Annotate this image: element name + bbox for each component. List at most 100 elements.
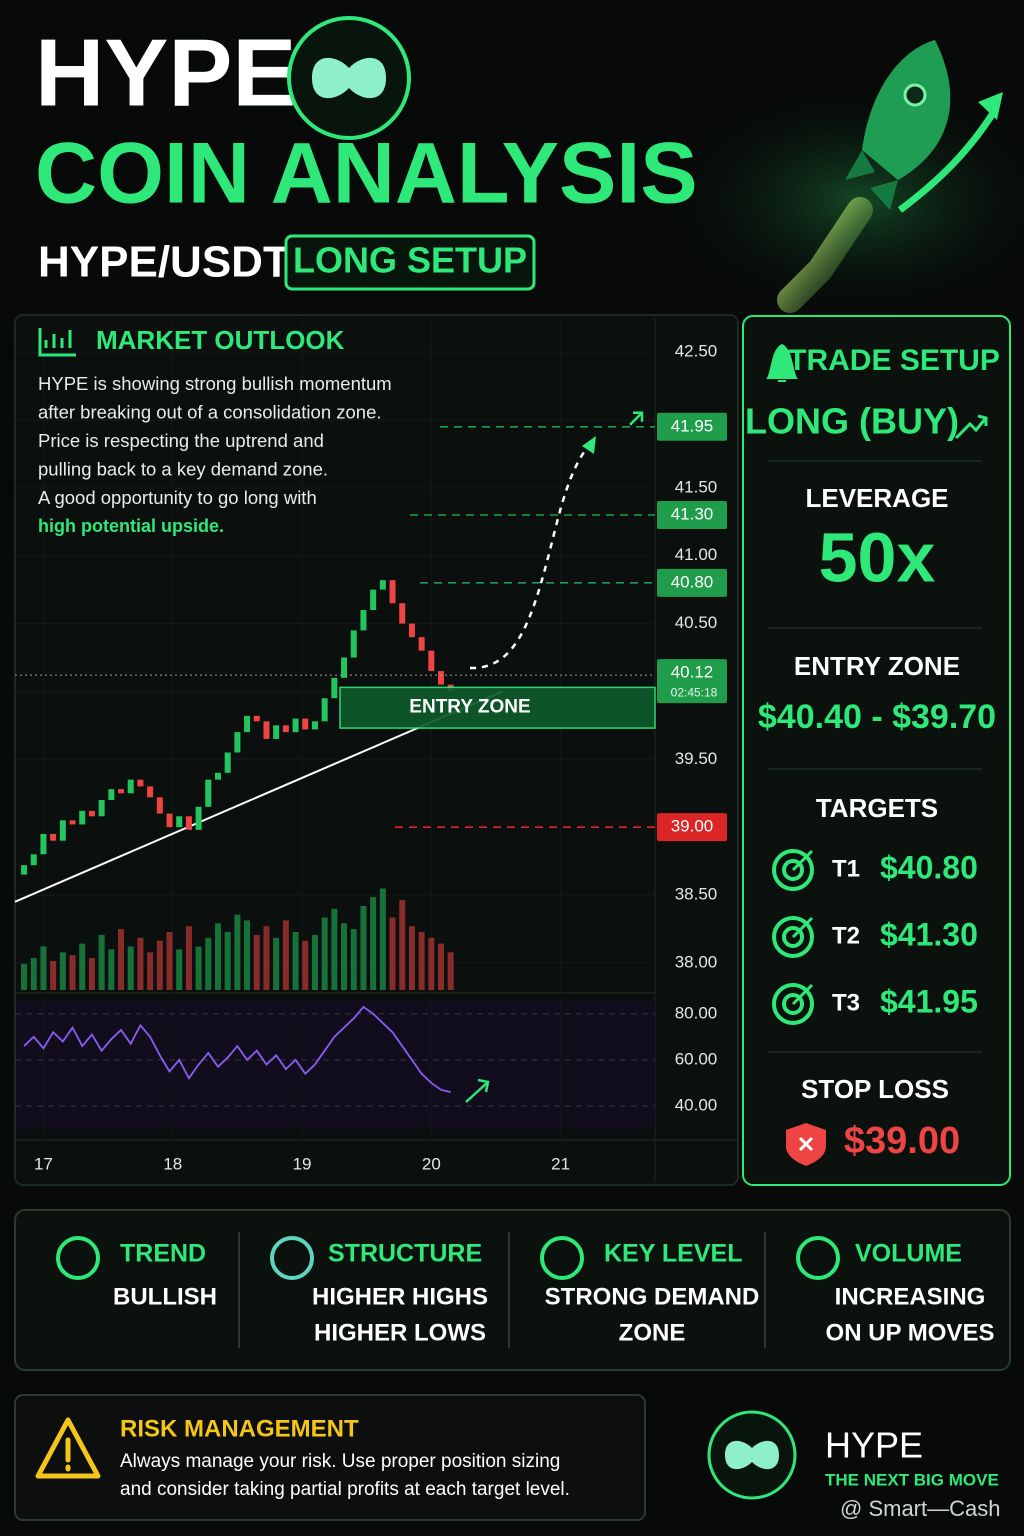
- volume-bar: [244, 920, 251, 990]
- y-tick-label: 38.00: [675, 952, 718, 971]
- y-tick-label: 38.50: [675, 884, 718, 903]
- subtitle: COIN ANALYSIS: [35, 126, 698, 222]
- candle-body: [30, 854, 37, 866]
- volume-bar: [195, 946, 202, 990]
- targets: T1 $40.80 T2 $41.30 T3 $41.95: [772, 849, 978, 1025]
- candle-body: [282, 725, 289, 733]
- rocket: [777, 40, 1003, 313]
- rsi-panel: [16, 1000, 655, 1129]
- outlook-line: Price is respecting the uptrend and: [38, 430, 324, 451]
- volume-bar: [311, 934, 318, 990]
- watermark: @ Smart—Cash: [840, 1496, 1000, 1521]
- volume-bar: [379, 888, 386, 990]
- candle-body: [341, 657, 348, 678]
- outlook-heading: MARKET OUTLOOK: [96, 325, 345, 355]
- volume-bar: [69, 955, 76, 990]
- stop-price: $39.00: [844, 1120, 960, 1162]
- target-name: T2: [832, 922, 860, 949]
- logo: [287, 16, 411, 140]
- candle-body: [379, 580, 386, 590]
- risk-title: RISK MANAGEMENT: [120, 1415, 359, 1442]
- leverage: 50x: [819, 518, 936, 596]
- volume-bar: [253, 934, 260, 990]
- summary-line: ON UP MOVES: [826, 1319, 995, 1346]
- candle-body: [166, 813, 173, 828]
- stop-label: STOP LOSS: [801, 1074, 949, 1104]
- volume-bar: [273, 937, 280, 990]
- summary-line: ZONE: [619, 1319, 686, 1346]
- volume-bar: [360, 905, 367, 990]
- candle-body: [350, 630, 357, 658]
- summary-line: STRONG DEMAND: [545, 1283, 760, 1310]
- candle-body: [88, 810, 95, 817]
- candle-body: [302, 718, 309, 730]
- x-tick-label: 18: [163, 1154, 182, 1173]
- y-tick-label: 39.50: [675, 749, 718, 768]
- candle-body: [292, 718, 299, 733]
- rsi-arrow: [465, 1078, 490, 1103]
- volume-bar: [137, 937, 144, 990]
- outlook-highlight: high potential upside.: [38, 516, 224, 536]
- target-icon: [791, 849, 814, 872]
- summary-title: KEY LEVEL: [604, 1240, 742, 1268]
- rsi-tick-label: 40.00: [675, 1095, 718, 1114]
- candle-body: [185, 816, 192, 830]
- brand-tagline: THE NEXT BIG MOVE: [825, 1470, 999, 1489]
- y-tick-label: 41.00: [675, 545, 718, 564]
- up-arrow: [954, 414, 988, 440]
- risk-panel: [14, 1394, 646, 1521]
- target-price: $40.80: [880, 849, 978, 885]
- y-tick-label: 40.50: [675, 613, 718, 632]
- x-tick-label: 20: [422, 1154, 441, 1173]
- volume-bar: [263, 926, 270, 990]
- candle-body: [418, 637, 425, 651]
- warning-icon: [35, 1417, 101, 1479]
- level-label: 39.00: [671, 817, 714, 836]
- candle-body: [79, 810, 86, 825]
- level-label: 40.80: [671, 572, 714, 591]
- candle-body: [21, 865, 28, 875]
- volume-bar: [399, 900, 406, 990]
- level-box: [657, 501, 727, 529]
- volume-bar: [176, 949, 183, 990]
- target-name: T3: [832, 989, 860, 1016]
- volume-bar: [205, 937, 212, 990]
- outlook-icon: [38, 328, 76, 357]
- candle-body: [331, 677, 338, 699]
- volume-bar: [341, 923, 348, 990]
- target-icon: [772, 849, 814, 891]
- volume-bar: [147, 952, 154, 990]
- volume-bar: [59, 952, 66, 990]
- volume-bar: [389, 917, 396, 990]
- candle-body: [205, 779, 212, 807]
- candle-body: [50, 833, 57, 841]
- current-time: 02:45:18: [671, 685, 718, 699]
- entry-label: ENTRY ZONE: [794, 651, 960, 681]
- target-icon: [772, 983, 814, 1025]
- volume-bar: [40, 946, 47, 990]
- volume-bar: [331, 908, 338, 990]
- volume-bar: [418, 932, 425, 990]
- volume-bar: [166, 932, 173, 990]
- summary-title: VOLUME: [855, 1240, 962, 1268]
- badge: LONG SETUP: [293, 240, 527, 281]
- target-icon: [782, 926, 804, 948]
- summary-title: TREND: [120, 1240, 206, 1268]
- y-tick-label: 41.50: [675, 477, 718, 496]
- candle-body: [127, 779, 134, 794]
- bell-icon: [766, 343, 798, 382]
- summary-line: INCREASING: [835, 1283, 986, 1310]
- level-box: [657, 568, 727, 597]
- candle-body: [321, 698, 328, 722]
- candle-body: [98, 800, 105, 817]
- risk-line: Always manage your risk. Use proper posi…: [120, 1451, 560, 1472]
- shield-x: [798, 1136, 814, 1152]
- target-price: $41.95: [880, 983, 978, 1019]
- badge-box: [284, 234, 536, 291]
- x-tick-label: 19: [293, 1154, 312, 1173]
- volume-bar: [321, 917, 328, 990]
- candle-body: [234, 732, 241, 753]
- candle-body: [244, 715, 251, 733]
- entry-zone: [339, 686, 656, 729]
- trade-panel: [742, 315, 1011, 1186]
